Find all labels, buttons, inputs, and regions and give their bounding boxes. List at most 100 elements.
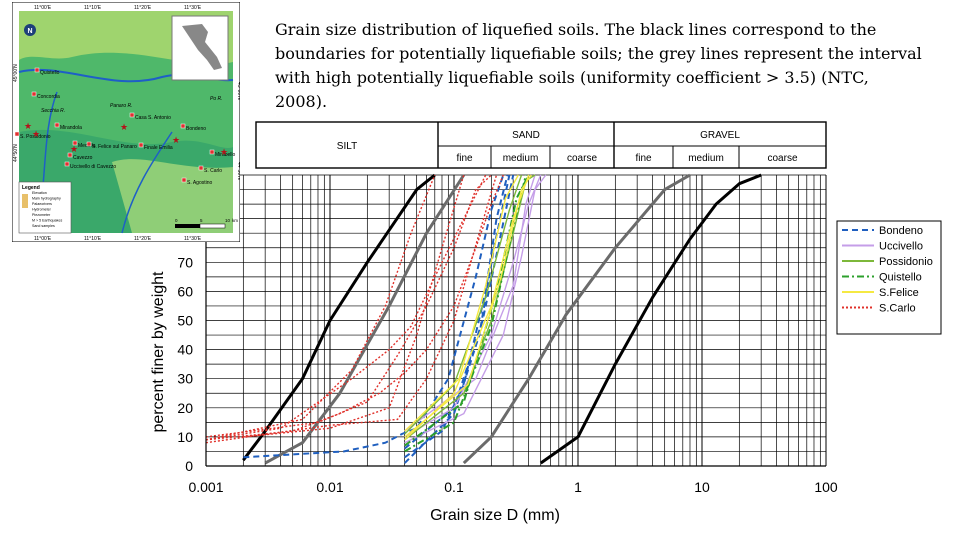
map-place-label: Concordia [37,94,60,100]
x-tick-label: 10 [694,479,710,495]
series-line-scarlo [205,174,492,438]
header-subdivision: coarse [767,153,797,164]
boundary-line-black [539,173,762,465]
map-place-label: Casa S. Antonio [135,115,171,121]
map-legend-item: M > 5 Earthquakes [32,219,62,223]
map-coordinate-label: 11°00'E [34,5,52,11]
x-tick-label: 0.01 [316,479,343,495]
map-place-label: Cavezzo [73,155,93,161]
map-coordinate-label: 11°10'E [84,236,102,242]
series-line-scarlo [205,174,498,444]
series-line-uccivello [404,174,547,444]
map-coordinate-label: 45°00'N [236,82,240,100]
map-place-marker [180,123,186,129]
header-gravel: GRAVEL [700,130,740,141]
y-tick-label: 60 [177,283,193,299]
location-map: 11°00'E 11°10'E 11°20'E 11°30'E 11°00'E 11°10… [12,2,240,242]
y-tick-label: 30 [177,371,193,387]
header-subdivision: fine [456,153,473,164]
earthquake-star-icon: ★ [24,121,32,131]
elevation-ramp-icon [22,194,28,208]
map-place-label: Uccivello di Cavezzo [70,164,116,170]
map-place-label: S. Felice sul Panaro [92,144,137,150]
series-line-scarlo [243,174,465,438]
map-coordinate-label: 11°20'E [134,5,152,11]
north-arrow-icon [24,24,36,36]
map-legend-title: Legend [22,185,40,191]
scale-label: km [232,218,238,223]
y-tick-label: 0 [185,458,193,474]
map-place-label: Secchia R. [41,108,65,114]
earthquake-star-icon: ★ [120,122,128,132]
map-place-label: Quistello [40,70,60,76]
x-axis-label: Grain size D (mm) [430,507,560,524]
y-tick-label: 20 [177,400,193,416]
legend-label: S.Carlo [879,303,916,315]
header-sand: SAND [512,130,540,141]
legend-label: Bondeno [879,225,923,237]
map-place-label: Mirabello [215,152,236,158]
series-line-uccivello [404,174,542,438]
map-legend-item: Piezometer [32,213,51,217]
y-tick-label: 50 [177,313,193,329]
map-coordinate-label: 11°30'E [184,5,202,11]
legend-label: Possidonio [879,256,933,268]
map-coordinate-label: 44°50'N [236,162,240,180]
header-subdivision: medium [503,153,539,164]
series-line-scarlo [205,174,504,441]
map-legend-item: Sand samples [32,224,55,228]
map-place-label: S. Agostino [187,180,213,186]
earthquake-star-icon: ★ [220,147,228,157]
map-river-panaro [121,131,173,234]
y-tick-label: 40 [177,342,193,358]
map-place-label: Bondeno [186,126,206,132]
map-coordinate-label: 11°10'E [84,5,102,11]
map-place-marker [181,177,187,183]
y-axis-label: percent finer by weight [150,271,167,433]
map-inset-italy [182,24,222,70]
scale-label: 10 [225,218,231,223]
map-place-marker [86,141,92,147]
header-frame [255,121,827,169]
map-place-marker [14,131,20,137]
map-place-marker [138,142,144,148]
map-coordinate-label: 11°20'E [134,236,152,242]
scale-label: 0 [175,218,178,223]
map-place-marker [129,112,135,118]
earthquake-star-icon: ★ [70,144,78,154]
boundary-line-black [242,173,436,462]
series-lines [205,174,547,464]
header-subdivision: fine [635,153,652,164]
boundary-line-grey [462,173,691,465]
map-place-marker [54,122,60,128]
map-place-marker [31,91,37,97]
series-line-scarlo [205,174,487,441]
y-tick-label: 10 [177,429,193,445]
header-subdivision: medium [688,153,724,164]
soil-class-header: SILT SAND GRAVEL fine medium coarse fine medium… [255,121,827,169]
x-tick-label: 0.001 [188,479,223,495]
map-coordinate-label: 44°50'N [13,144,19,162]
x-tick-label: 100 [814,479,838,495]
map-place-label: Mirandola [60,125,82,131]
map-elevation-south [112,159,233,233]
x-tick-label: 1 [574,479,582,495]
map-place-label: S. Possidonio [20,134,51,140]
series-line-sfelice [404,174,519,432]
series-line-sfelice [404,174,532,438]
map-place-label: Panaro R. [110,103,133,109]
legend-label: Uccivello [879,241,923,253]
north-arrow-label: N [27,28,32,35]
legend-label: S.Felice [879,287,919,299]
map-place-marker [209,149,215,155]
series-line-bondeno [243,174,505,459]
boundary-lines [242,173,762,465]
map-place-marker [198,165,204,171]
map-place-marker [72,140,78,146]
chart-legend: Bondeno Uccivello Possidonio Quistello S.Fel… [836,220,942,335]
scale-bar-segment [199,223,226,229]
boundary-line-grey [264,174,466,465]
header-subdivision: coarse [567,153,597,164]
